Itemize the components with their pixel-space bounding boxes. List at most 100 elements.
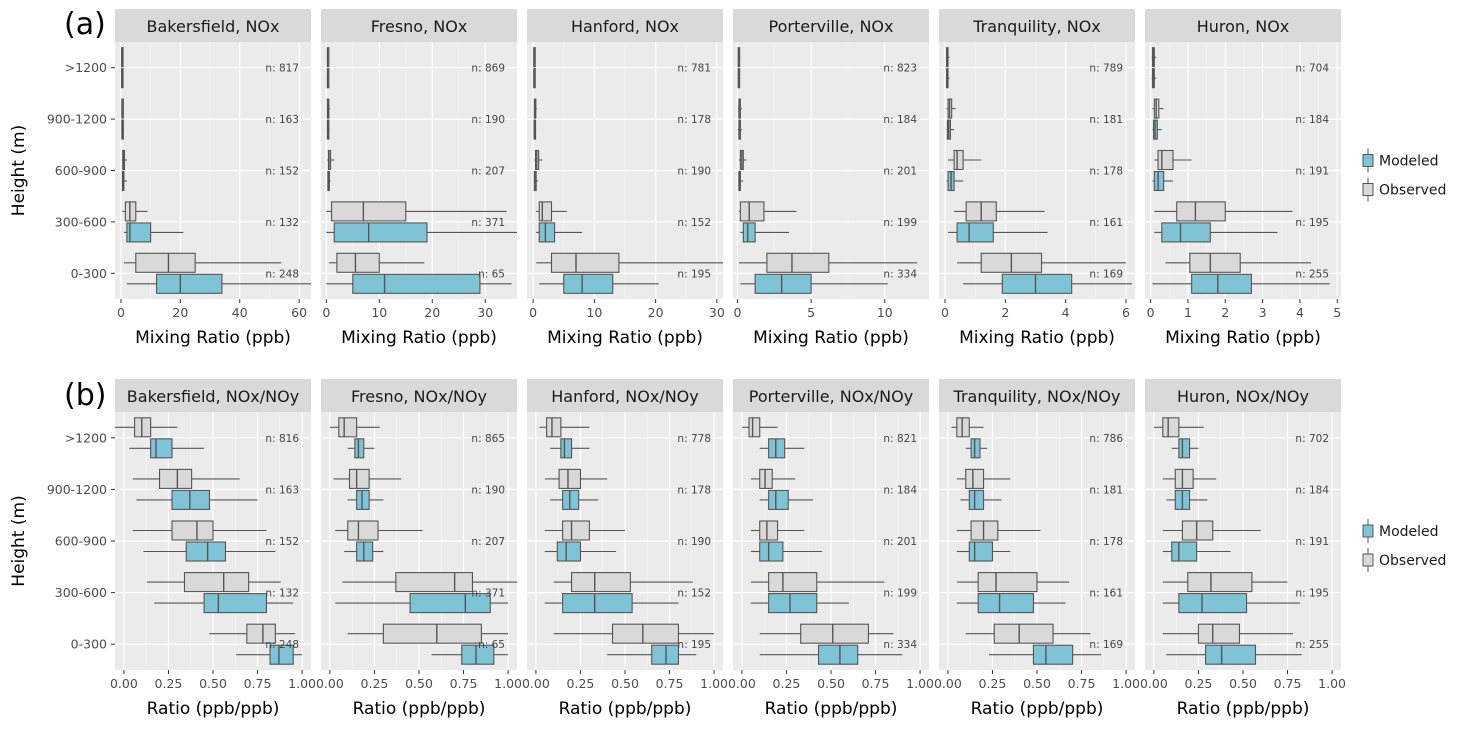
modeled-box bbox=[742, 222, 756, 243]
modeled-box bbox=[562, 593, 633, 614]
sample-count-label: n: 248 bbox=[265, 639, 299, 651]
sample-count-label: n: 163 bbox=[265, 484, 299, 496]
y-tick-label: 900-1200 bbox=[47, 482, 107, 497]
facet-title: Bakersfield, NOx bbox=[147, 17, 280, 36]
sample-count-label: n: 778 bbox=[677, 433, 711, 445]
observed-box bbox=[970, 520, 999, 541]
modeled-box bbox=[156, 273, 223, 294]
sample-count-label: n: 786 bbox=[1089, 433, 1123, 445]
facet-strip bbox=[527, 9, 723, 42]
sample-count-label: n: 255 bbox=[1295, 268, 1329, 280]
sample-count-label: n: 190 bbox=[471, 114, 505, 126]
observed-box bbox=[759, 520, 779, 541]
modeled-box bbox=[185, 541, 227, 562]
sample-count-label: n: 334 bbox=[883, 268, 917, 280]
sample-count-label: n: 195 bbox=[1295, 217, 1329, 229]
x-tick-label: 0.50 bbox=[1229, 676, 1257, 691]
facet-title: Fresno, NOx bbox=[371, 17, 468, 36]
sample-count-label: n: 190 bbox=[471, 484, 505, 496]
x-tick-label: 60 bbox=[291, 305, 307, 320]
sample-count-label: n: 178 bbox=[1089, 536, 1123, 548]
x-tick-label: 30 bbox=[709, 305, 725, 320]
x-tick-label: 0.25 bbox=[155, 676, 183, 691]
x-tick-label: 1 bbox=[1184, 305, 1192, 320]
sample-count-label: n: 181 bbox=[1089, 484, 1123, 496]
x-tick-label: 2 bbox=[1221, 305, 1229, 320]
observed-box bbox=[395, 572, 474, 593]
observed-box bbox=[993, 623, 1054, 644]
y-axis-title: Height (m) bbox=[9, 495, 29, 586]
x-tick-label: 3 bbox=[1259, 305, 1267, 320]
modeled-box bbox=[560, 438, 573, 459]
facet-title: Huron, NOx/NOy bbox=[1177, 387, 1309, 406]
x-axis-title: Ratio (ppb/ppb) bbox=[971, 699, 1104, 719]
observed-box bbox=[550, 252, 620, 273]
observed-box bbox=[562, 520, 590, 541]
x-tick-label: 1.00 bbox=[1318, 676, 1346, 691]
observed-legend-label: Observed bbox=[1379, 183, 1446, 199]
sample-count-label: n: 184 bbox=[883, 484, 917, 496]
observed-box bbox=[1189, 252, 1241, 273]
observed-box bbox=[331, 201, 407, 222]
x-tick-label: 20 bbox=[648, 305, 664, 320]
observed-box bbox=[1197, 623, 1240, 644]
observed-box bbox=[739, 201, 765, 222]
sample-count-label: n: 184 bbox=[883, 114, 917, 126]
x-axis-title: Ratio (ppb/ppb) bbox=[1177, 699, 1310, 719]
modeled-box bbox=[563, 273, 614, 294]
modeled-legend-key bbox=[1362, 154, 1374, 167]
x-tick-label: 6 bbox=[1122, 305, 1130, 320]
modeled-box bbox=[1032, 644, 1074, 665]
facet-title: Tranquility, NOx/NOy bbox=[953, 387, 1121, 406]
sample-count-label: n: 207 bbox=[471, 536, 505, 548]
x-tick-label: 0.25 bbox=[773, 676, 801, 691]
observed-box bbox=[336, 252, 380, 273]
x-tick-label: 0 bbox=[322, 305, 330, 320]
observed-box bbox=[1157, 149, 1174, 171]
sample-count-label: n: 190 bbox=[677, 536, 711, 548]
observed-box bbox=[800, 623, 869, 644]
x-tick-label: 1.00 bbox=[1112, 676, 1140, 691]
x-tick-label: 20 bbox=[424, 305, 440, 320]
modeled-box bbox=[269, 644, 294, 665]
sample-count-label: n: 704 bbox=[1295, 63, 1329, 75]
x-tick-label: 0.00 bbox=[1140, 676, 1168, 691]
x-tick-label: 0.50 bbox=[611, 676, 639, 691]
x-axis-title: Mixing Ratio (ppb) bbox=[1165, 328, 1321, 348]
sample-count-label: n: 190 bbox=[677, 166, 711, 178]
observed-box bbox=[748, 417, 761, 438]
panel-label: (b) bbox=[64, 378, 106, 413]
x-tick-label: 1.00 bbox=[288, 676, 316, 691]
y-tick-label: >1200 bbox=[65, 60, 107, 75]
x-tick-label: 4 bbox=[1062, 305, 1070, 320]
facet-strip bbox=[733, 9, 929, 42]
sample-count-label: n: 199 bbox=[883, 217, 917, 229]
observed-box bbox=[1176, 201, 1226, 222]
modeled-box bbox=[1205, 644, 1257, 665]
sample-count-label: n: 152 bbox=[677, 217, 711, 229]
observed-box bbox=[348, 468, 370, 489]
sample-count-label: n: 152 bbox=[265, 166, 299, 178]
x-axis-title: Mixing Ratio (ppb) bbox=[547, 328, 703, 348]
facet-strip bbox=[115, 379, 311, 412]
x-tick-label: 0.00 bbox=[728, 676, 756, 691]
sample-count-label: n: 781 bbox=[677, 63, 711, 75]
sample-count-label: n: 65 bbox=[478, 268, 505, 280]
observed-box bbox=[135, 252, 196, 273]
sample-count-label: n: 371 bbox=[471, 217, 505, 229]
modeled-box bbox=[1191, 273, 1252, 294]
observed-box bbox=[158, 468, 193, 489]
observed-box bbox=[347, 520, 379, 541]
sample-count-label: n: 816 bbox=[265, 433, 299, 445]
x-tick-label: 2 bbox=[1001, 305, 1009, 320]
x-tick-label: 0.50 bbox=[817, 676, 845, 691]
observed-box bbox=[1174, 468, 1194, 489]
x-tick-label: 1.00 bbox=[494, 676, 522, 691]
facet-strip bbox=[321, 9, 517, 42]
modeled-box bbox=[356, 489, 370, 510]
sample-count-label: n: 248 bbox=[265, 268, 299, 280]
modeled-box bbox=[768, 593, 818, 614]
x-axis-title: Ratio (ppb/ppb) bbox=[765, 699, 898, 719]
x-axis-title: Ratio (ppb/ppb) bbox=[353, 699, 486, 719]
facet-title: Hanford, NOx/NOy bbox=[551, 387, 698, 406]
